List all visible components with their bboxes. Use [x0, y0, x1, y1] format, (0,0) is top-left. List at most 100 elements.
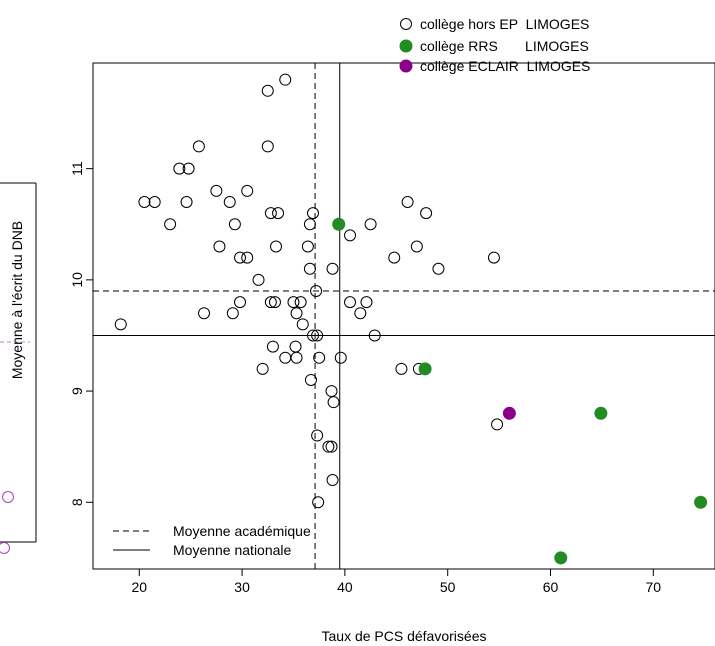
point-hors-ep — [368, 329, 381, 342]
point-hors-ep — [326, 474, 339, 487]
point-hors-ep — [432, 262, 445, 275]
plot-frame — [92, 62, 715, 570]
point-hors-ep — [234, 296, 247, 309]
x-tick-label: 70 — [646, 579, 662, 595]
point-hors-ep — [114, 318, 127, 331]
point-rrs — [332, 217, 346, 231]
legend-label-hors-ep: collège hors EP LIMOGES — [420, 16, 589, 32]
y-axis-title: Moyenne à l'écrit du DNB — [9, 221, 25, 379]
point-hors-ep — [325, 440, 338, 453]
point-hors-ep — [301, 240, 314, 253]
legend-marker-hors-ep — [400, 18, 412, 30]
point-hors-ep — [264, 296, 277, 309]
left-edge-purple-marker — [2, 491, 14, 503]
legend-label-moyenne-academique: Moyenne académique — [173, 523, 311, 539]
point-hors-ep — [268, 296, 281, 309]
point-hors-ep — [307, 329, 320, 342]
point-hors-ep — [210, 184, 223, 197]
point-hors-ep — [287, 296, 300, 309]
x-tick-label: 20 — [131, 579, 147, 595]
point-hors-ep — [303, 218, 316, 231]
point-hors-ep — [289, 340, 302, 353]
y-tick-label: 10 — [69, 272, 85, 288]
legend-label-moyenne-nationale: Moyenne nationale — [173, 542, 292, 558]
point-hors-ep — [327, 396, 340, 409]
y-tick-label: 8 — [69, 498, 85, 506]
point-hors-ep — [334, 351, 347, 364]
point-hors-ep — [420, 207, 433, 220]
point-hors-ep — [228, 218, 241, 231]
point-hors-ep — [234, 251, 247, 264]
point-rrs — [418, 362, 432, 376]
x-tick-label: 60 — [543, 579, 559, 595]
point-hors-ep — [279, 351, 292, 364]
point-hors-ep — [173, 162, 186, 175]
point-hors-ep — [270, 240, 283, 253]
point-hors-ep — [311, 329, 324, 342]
legend-label-rrs: collège RRS LIMOGES — [420, 38, 589, 54]
point-hors-ep — [310, 284, 323, 297]
point-hors-ep — [256, 362, 269, 375]
point-hors-ep — [223, 196, 236, 209]
point-hors-ep — [226, 307, 239, 320]
left-edge-purple-marker — [0, 542, 10, 554]
point-rrs — [594, 406, 608, 420]
x-tick-label: 30 — [234, 579, 250, 595]
point-hors-ep — [266, 340, 279, 353]
y-tick-label: 11 — [69, 161, 85, 176]
point-hors-ep — [296, 318, 309, 331]
point-hors-ep — [410, 240, 423, 253]
point-hors-ep — [364, 218, 377, 231]
point-hors-ep — [326, 262, 339, 275]
point-hors-ep — [491, 418, 504, 431]
legend-marker-eclair — [399, 59, 413, 73]
point-hors-ep — [487, 251, 500, 264]
x-axis-title: Taux de PCS défavorisées — [322, 628, 487, 644]
point-hors-ep — [294, 296, 307, 309]
legend-label-eclair: collège ECLAIR LIMOGES — [420, 58, 590, 74]
point-eclair — [502, 406, 516, 420]
point-hors-ep — [307, 207, 320, 220]
point-hors-ep — [241, 251, 254, 264]
point-hors-ep — [279, 73, 292, 86]
point-hors-ep — [303, 262, 316, 275]
point-hors-ep — [252, 273, 265, 286]
point-hors-ep — [313, 351, 326, 364]
point-hors-ep — [344, 296, 357, 309]
point-hors-ep — [322, 440, 335, 453]
point-hors-ep — [354, 307, 367, 320]
point-hors-ep — [180, 196, 193, 209]
x-tick-label: 40 — [337, 579, 353, 595]
point-hors-ep — [388, 251, 401, 264]
point-hors-ep — [148, 196, 161, 209]
point-hors-ep — [272, 207, 285, 220]
left-edge-fragment — [0, 182, 37, 554]
point-hors-ep — [290, 351, 303, 364]
y-tick-label: 9 — [69, 387, 85, 395]
point-hors-ep — [325, 385, 338, 398]
legend-markers: collège hors EP LIMOGES collège RRS LIMO… — [399, 16, 590, 74]
axes: 20 30 40 50 60 70 8 9 10 11 — [69, 161, 661, 595]
point-hors-ep — [304, 373, 317, 386]
point-hors-ep — [138, 196, 151, 209]
point-hors-ep — [264, 207, 277, 220]
point-hors-ep — [192, 140, 205, 153]
point-hors-ep — [401, 196, 414, 209]
point-rrs — [694, 495, 708, 509]
point-hors-ep — [261, 84, 274, 97]
legend-lines: Moyenne académique Moyenne nationale — [113, 523, 311, 558]
point-hors-ep — [344, 229, 357, 242]
point-hors-ep — [311, 429, 324, 442]
data-points — [114, 73, 708, 565]
point-hors-ep — [290, 307, 303, 320]
point-hors-ep — [241, 184, 254, 197]
point-hors-ep — [261, 140, 274, 153]
point-hors-ep — [198, 307, 211, 320]
point-hors-ep — [213, 240, 226, 253]
point-hors-ep — [312, 496, 325, 509]
point-rrs — [554, 551, 568, 565]
legend-marker-rrs — [399, 39, 413, 53]
reference-lines — [93, 63, 715, 569]
x-tick-label: 50 — [440, 579, 456, 595]
point-hors-ep — [395, 362, 408, 375]
